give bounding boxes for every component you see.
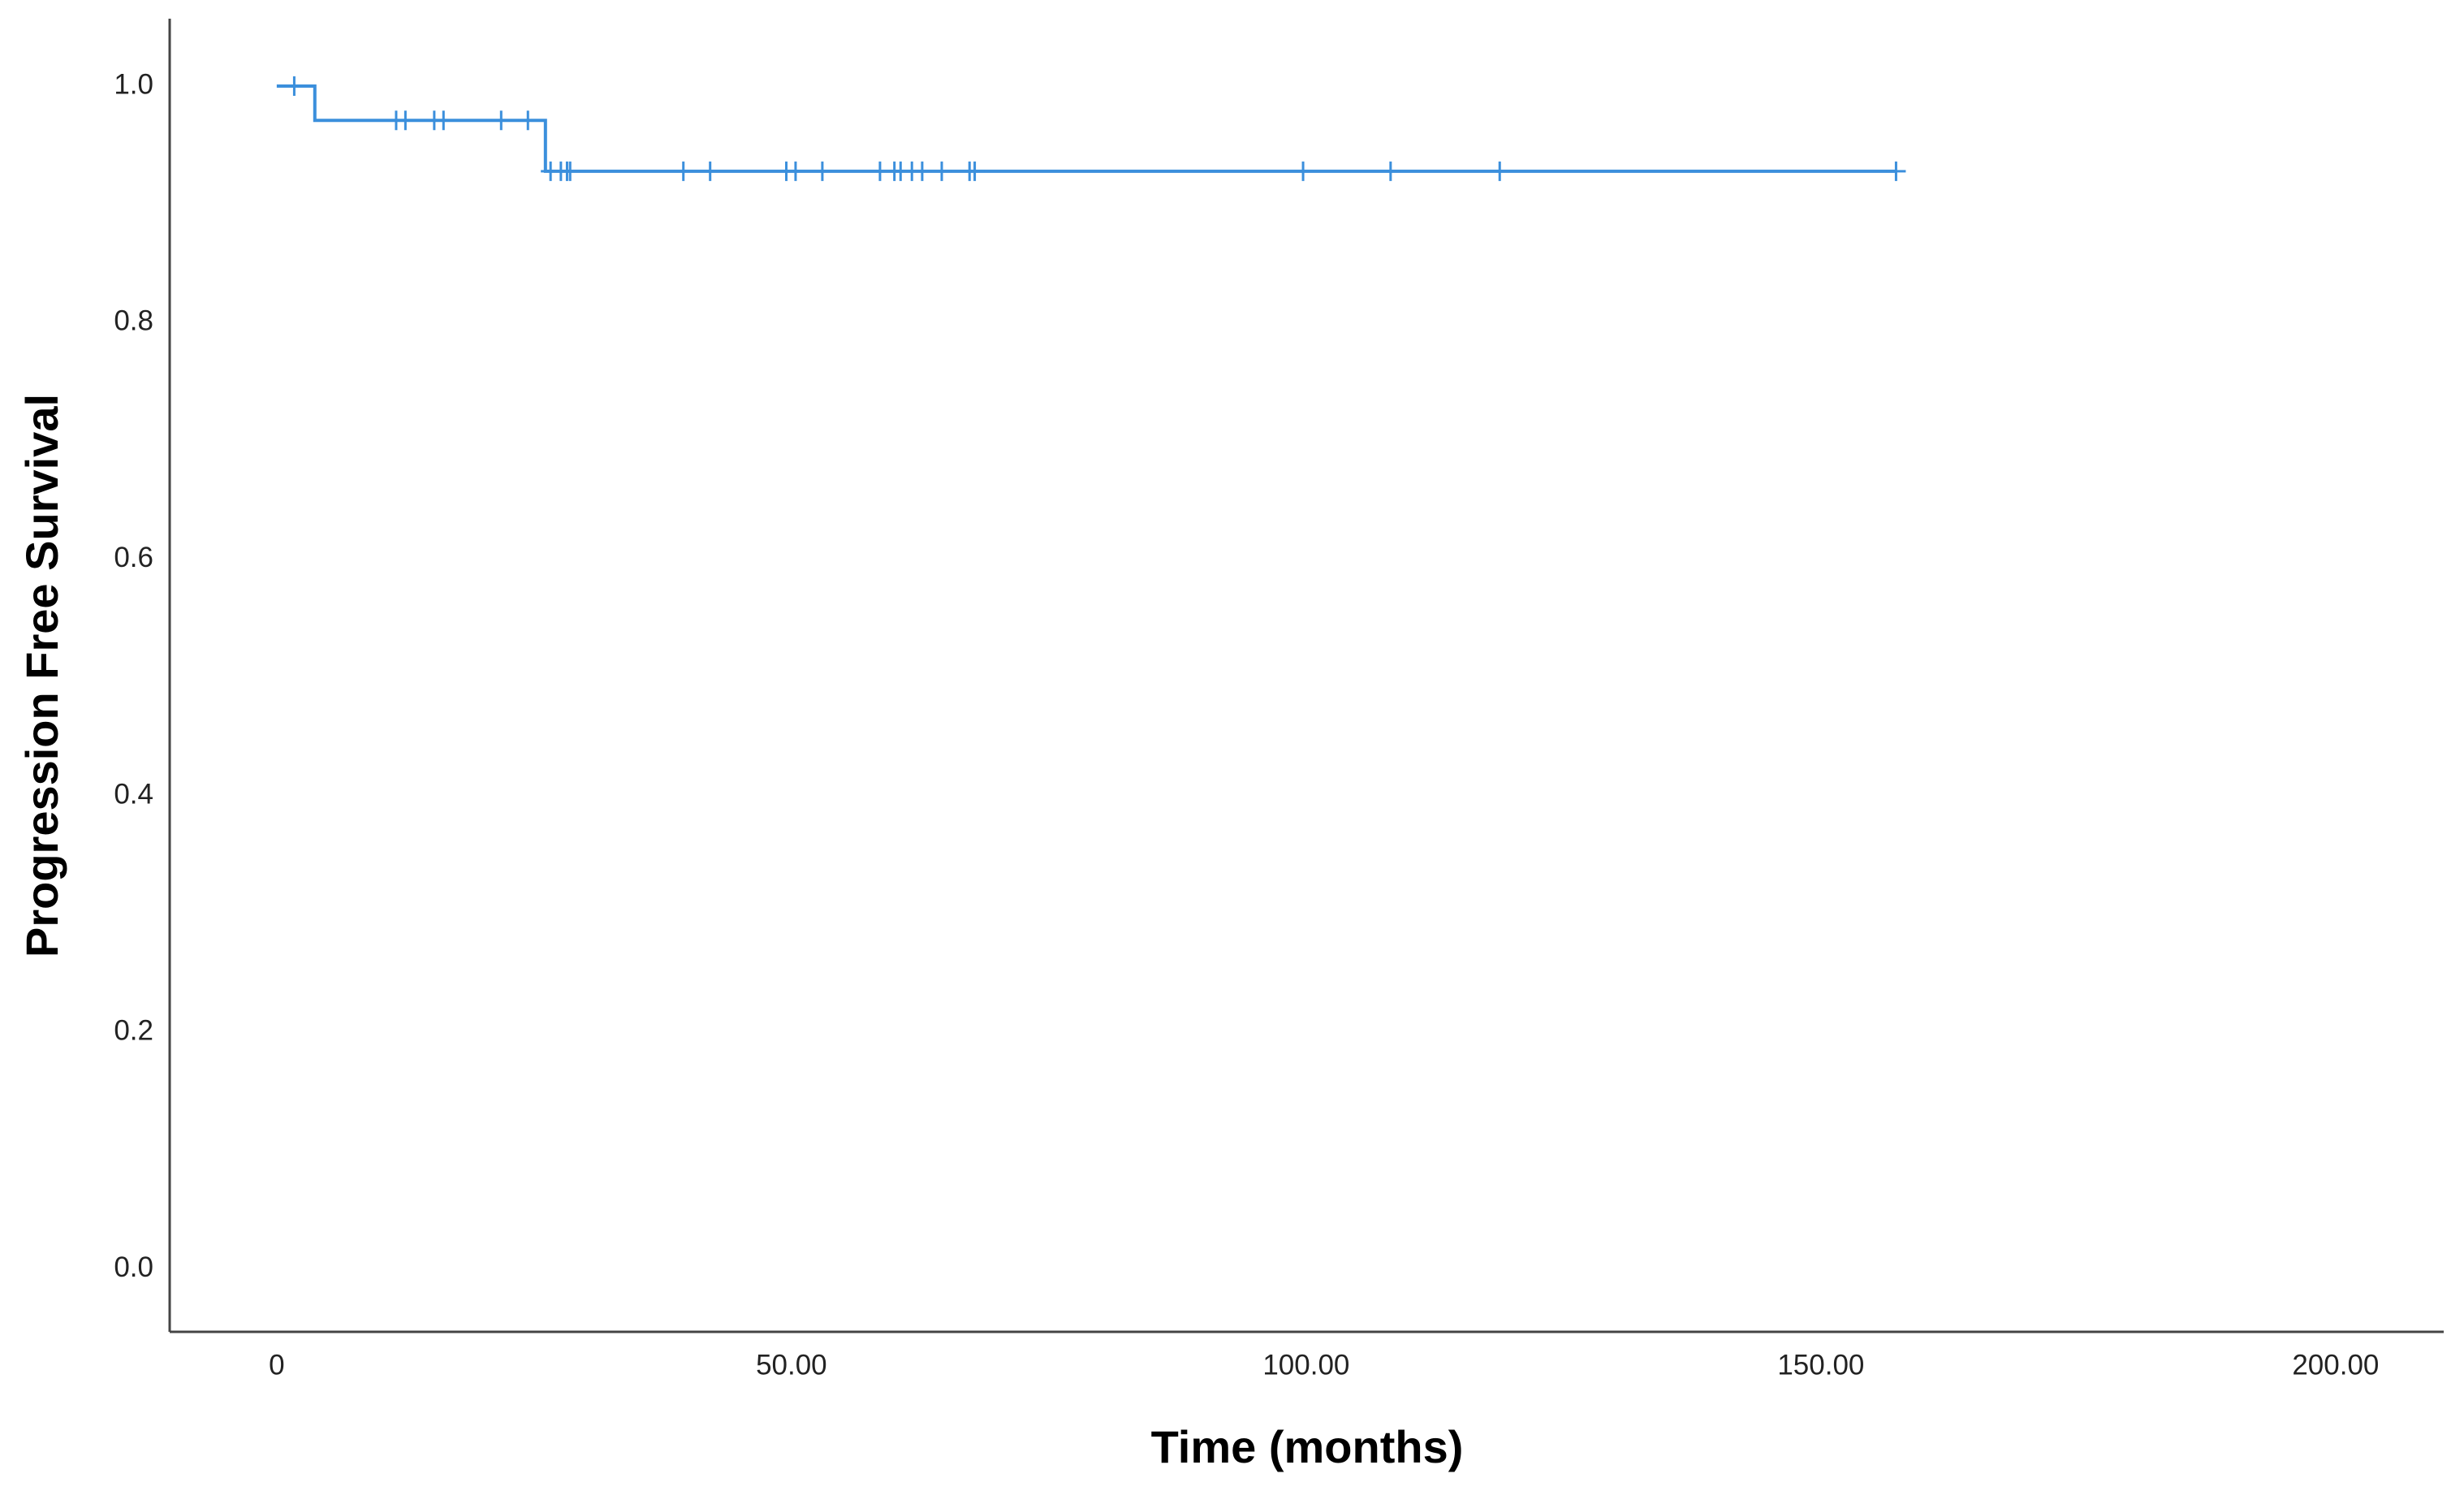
y-tick-label: 0.4 — [114, 778, 153, 810]
censor-mark — [560, 161, 580, 181]
censor-mark — [812, 161, 832, 181]
censor-mark — [1886, 161, 1906, 181]
y-tick-label: 0.6 — [114, 542, 153, 573]
censor-mark — [964, 161, 985, 181]
y-tick-label: 1.0 — [114, 68, 153, 100]
y-tick-label: 0.8 — [114, 305, 153, 337]
x-tick-label: 150.00 — [1777, 1349, 1864, 1381]
censor-mark — [491, 110, 511, 131]
censor-mark — [912, 161, 932, 181]
censor-mark — [1490, 161, 1510, 181]
x-axis-title: Time (months) — [1151, 1421, 1464, 1472]
y-tick-label: 0.2 — [114, 1015, 153, 1047]
x-tick-label: 100.00 — [1262, 1349, 1349, 1381]
x-tick-label: 50.00 — [756, 1349, 827, 1381]
y-tick-label: 0.0 — [114, 1251, 153, 1283]
censor-mark — [518, 110, 538, 131]
censor-mark — [932, 161, 952, 181]
censor-mark — [785, 161, 805, 181]
x-tick-label: 0 — [269, 1349, 284, 1381]
censor-mark — [1293, 161, 1314, 181]
censor-mark — [1380, 161, 1400, 181]
survival-line — [276, 84, 1897, 173]
x-tick-label: 200.00 — [2292, 1349, 2379, 1381]
censor-mark — [673, 161, 693, 181]
censor-mark — [434, 110, 454, 131]
censor-mark — [395, 110, 416, 131]
censor-mark — [284, 76, 304, 97]
y-axis-title: Progression Free Survival — [16, 394, 67, 957]
censor-mark — [700, 161, 720, 181]
